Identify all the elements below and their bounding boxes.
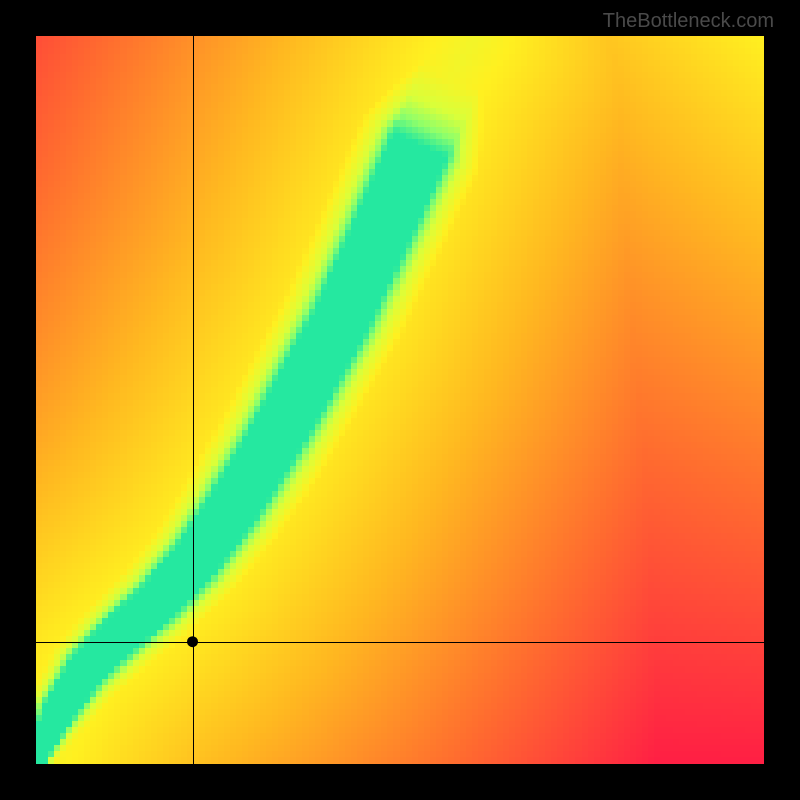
watermark-text: TheBottleneck.com <box>603 10 774 33</box>
heatmap-canvas <box>36 36 764 764</box>
heatmap-plot <box>36 36 764 764</box>
